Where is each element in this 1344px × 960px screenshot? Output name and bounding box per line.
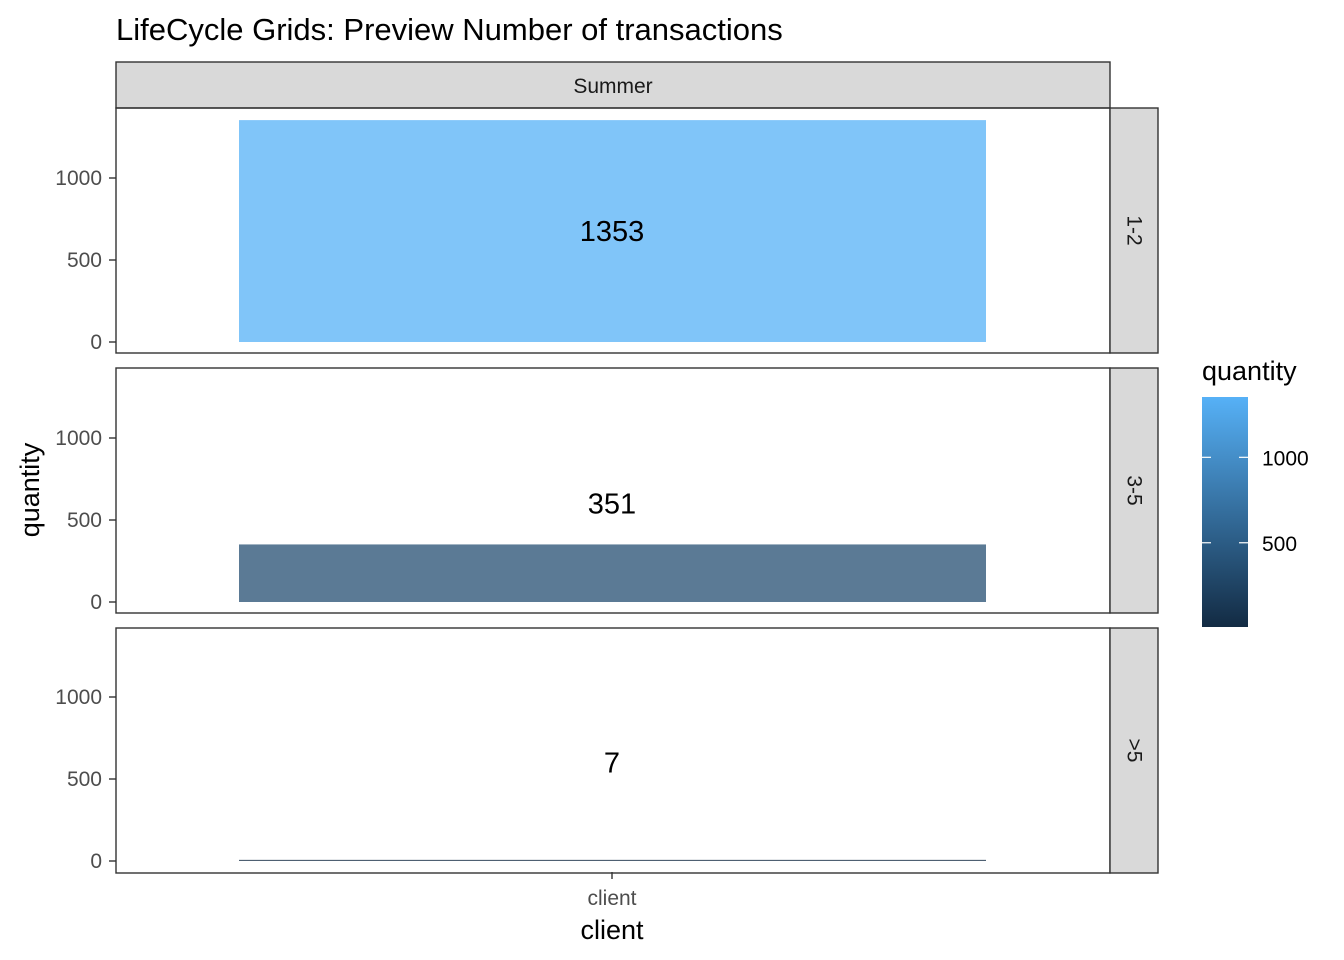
row-facet-strip [1109,367,1159,614]
row-facet-label: 1-2 [1123,215,1146,245]
legend-ticks: 500 1000 [1202,447,1309,556]
y-tick-label: 0 [90,331,102,354]
y-tick-label: 500 [67,249,102,272]
row-facet-strip [1109,627,1159,874]
x-axis-title: client [580,915,644,945]
facet-panels: 1353 1-2 0 500 1000 351 3-5 0 500 1000 7 >5 0 500 1000 [55,107,1159,874]
legend-tick-label: 1000 [1262,447,1309,470]
row-facet-label: >5 [1123,739,1146,763]
row-facet-strip [1109,107,1159,354]
y-tick-label: 1000 [55,427,102,450]
y-tick-label: 500 [67,768,102,791]
y-tick-label: 0 [90,591,102,614]
bar-value-label: 351 [588,489,636,521]
x-tick-label: client [587,887,636,910]
legend-tick-label: 500 [1262,533,1297,556]
facet-panel: 7 >5 0 500 1000 [55,627,1159,874]
y-tick-label: 1000 [55,686,102,709]
y-tick-label: 500 [67,509,102,532]
chart-title: LifeCycle Grids: Preview Number of trans… [116,12,783,47]
facet-panel: 1353 1-2 0 500 1000 [55,107,1159,354]
column-facet-label: Summer [573,75,652,98]
row-facet-label: 3-5 [1123,475,1146,505]
facet-panel: 351 3-5 0 500 1000 [55,367,1159,614]
y-tick-label: 0 [90,850,102,873]
legend-title: quantity [1202,356,1297,386]
color-legend: quantity 500 1000 [1202,356,1309,627]
bar-value-label: 1353 [580,216,645,248]
bar [239,859,986,861]
legend-colorbar [1202,397,1248,627]
bar-value-label: 7 [604,748,620,780]
y-axis-title: quantity [15,442,45,537]
bar [239,120,986,342]
column-facet-strip [115,61,1111,109]
bar [239,544,986,602]
y-tick-label: 1000 [55,167,102,190]
